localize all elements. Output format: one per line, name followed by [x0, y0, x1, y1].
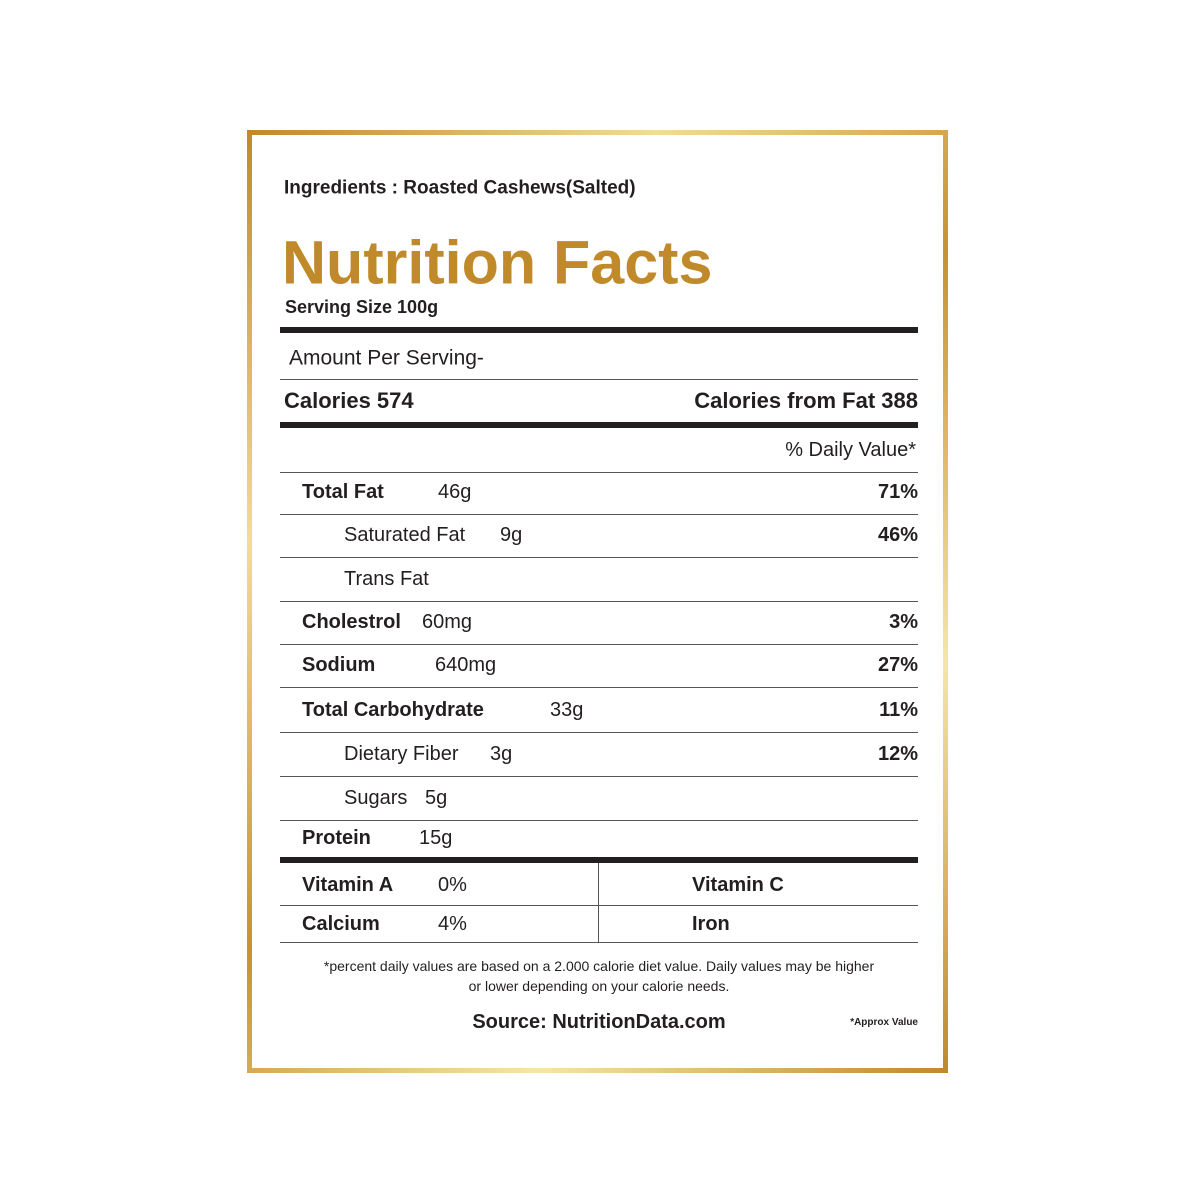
rule [280, 857, 918, 863]
rule [280, 776, 918, 777]
column-divider [598, 863, 599, 942]
daily-value: 3% [889, 611, 918, 633]
daily-value-header: % Daily Value* [785, 439, 916, 461]
nutrient-label: Saturated Fat [344, 524, 466, 546]
nutrient-amount: 60mg [422, 611, 473, 633]
nutrient-amount: 33g [550, 699, 584, 721]
serving-size: Serving Size 100g [285, 297, 439, 317]
rule [280, 732, 918, 733]
rule [280, 942, 918, 943]
nutrient-label: Protein [302, 827, 371, 849]
vitamin-label: Calcium [302, 913, 380, 935]
nutrient-label: Dietary Fiber [344, 743, 459, 765]
nutrient-amount: 5g [425, 787, 448, 809]
nutrient-amount: 15g [419, 827, 453, 849]
vitamin-label: Iron [692, 913, 730, 935]
rule [280, 472, 918, 473]
rule [280, 601, 918, 602]
source: Source: NutritionData.com [472, 1011, 726, 1033]
vitamin-label: Vitamin A [302, 874, 394, 896]
rule [280, 422, 918, 428]
nutrient-amount: 9g [500, 524, 523, 546]
rule [280, 327, 918, 333]
rule [280, 905, 918, 906]
nutrient-label: Sugars [344, 787, 408, 809]
title: Nutrition Facts [282, 228, 713, 297]
footnote: *percent daily values are based on a 2.0… [323, 958, 875, 974]
nutrient-label: Total Carbohydrate [302, 699, 484, 721]
vitamin-value: 0% [438, 874, 467, 896]
vitamin-label: Vitamin C [692, 874, 784, 896]
vitamin-value: 4% [438, 913, 467, 935]
nutrient-label: Trans Fat [344, 568, 429, 590]
rule [280, 557, 918, 558]
approx-value: *Approx Value [850, 1017, 918, 1028]
nutrient-label: Cholestrol [302, 611, 401, 633]
amount-per-serving: Amount Per Serving- [289, 346, 484, 370]
nutrient-label: Total Fat [302, 481, 384, 503]
rule [280, 687, 918, 688]
nutrient-amount: 46g [438, 481, 472, 503]
nutrient-label: Sodium [302, 654, 376, 676]
daily-value: 12% [877, 743, 918, 765]
daily-value: 71% [877, 481, 918, 503]
rule [280, 514, 918, 515]
ingredients: Ingredients : Roasted Cashews(Salted) [284, 177, 636, 199]
calories-from-fat: Calories from Fat 388 [694, 388, 918, 413]
nutrient-amount: 3g [490, 743, 513, 765]
daily-value: 27% [877, 654, 918, 676]
rule [280, 644, 918, 645]
daily-value: 46% [877, 524, 918, 546]
nutrient-amount: 640mg [435, 654, 497, 676]
calories: Calories 574 [284, 388, 414, 413]
daily-value: 11% [879, 699, 918, 721]
footnote: or lower depending on your calorie needs… [468, 978, 730, 994]
rule [280, 379, 918, 380]
rule [280, 820, 918, 821]
